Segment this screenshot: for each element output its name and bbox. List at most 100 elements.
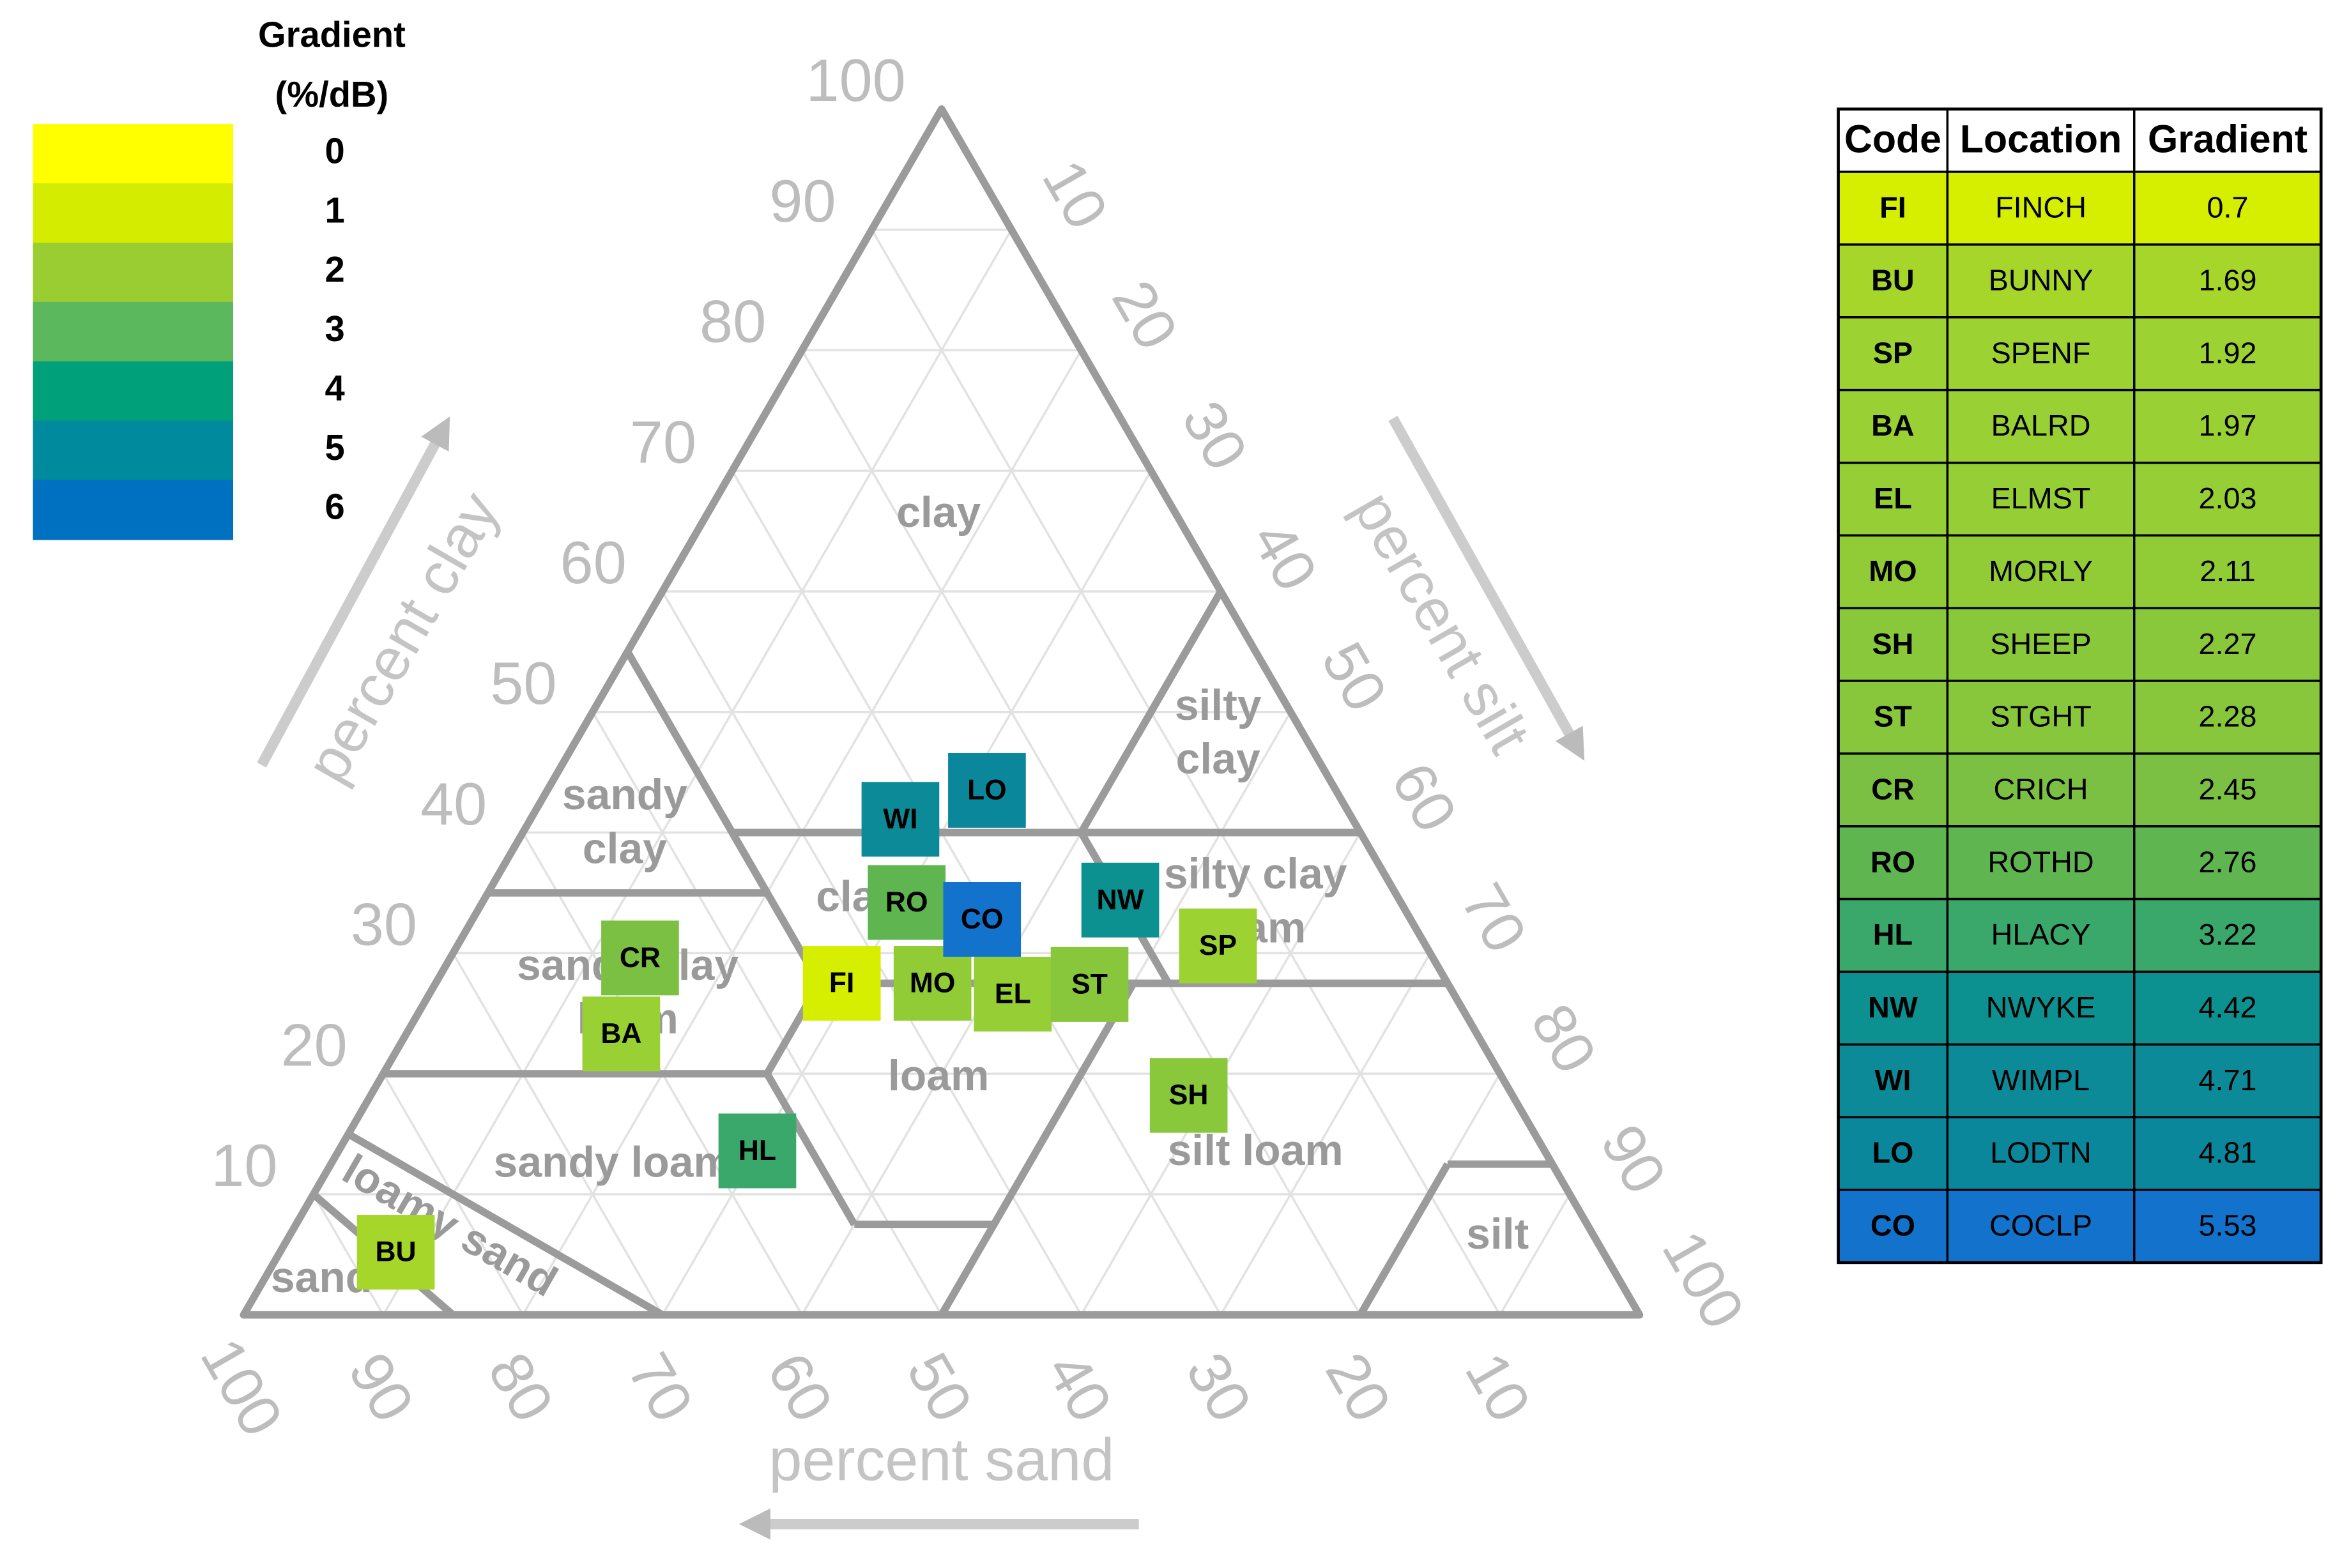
sample-label: NW [1097,884,1144,915]
table-row-bg [1838,244,2322,317]
grid-line [1499,1194,1571,1316]
table-cell: WIMPL [1992,1063,2090,1097]
table-cell: BALRD [1991,409,2091,442]
sample-marker [974,957,1052,1031]
silt-tick-label: 100 [1649,1219,1757,1339]
sample-marker [718,1113,797,1189]
legend-label: 6 [325,487,344,527]
sample-marker [948,752,1026,828]
sample-label: ST [1071,968,1108,1000]
table-cell: 4.42 [2198,991,2256,1024]
legend-swatch [33,301,234,362]
region-label: silty [1175,681,1262,729]
sample-marker [943,881,1022,957]
axis-title: percent silt [1341,480,1543,764]
legend-swatch [33,124,234,185]
grid-line [592,711,943,1316]
silt-tick-label: 30 [1169,390,1260,481]
table-row-bg [1838,1044,2322,1118]
sample-marker [893,946,972,1021]
region-boundary [1078,590,1224,835]
table-cell: BUNNY [1989,264,2093,297]
table-cell: LO [1872,1136,1913,1169]
legend-swatch [33,480,234,540]
sample-marker [356,1215,435,1290]
clay-tick-label: 100 [806,47,906,114]
table-cell: SP [1873,336,1913,369]
table-row-bg [1838,1117,2322,1190]
sand-tick-label: 80 [475,1341,567,1433]
table-cell: 4.81 [2198,1136,2256,1169]
sample-label: BU [375,1237,416,1268]
legend-label: 4 [325,368,344,408]
sample-marker [1050,947,1129,1022]
sample-label: HL [739,1135,776,1166]
region-label: sandy [562,771,687,819]
table-cell: 2.03 [2198,482,2256,515]
sample-label: CO [961,904,1004,935]
clay-tick-label: 20 [281,1011,348,1078]
table-cell: NWYKE [1986,991,2096,1024]
legend-swatch [33,361,234,422]
silt-tick-label: 90 [1588,1113,1680,1205]
table-row-bg [1838,317,2322,390]
table-row-bg [1838,172,2322,245]
silt-tick-label: 50 [1309,631,1400,722]
table-cell: BA [1871,409,1915,442]
region-label: sandy loam [494,1139,732,1187]
sample-label: EL [995,978,1031,1010]
sample-marker [861,782,940,857]
legend-label: 2 [325,249,344,289]
legend-label: 5 [325,427,344,468]
sample-label: BA [601,1018,641,1049]
table-row-bg [1838,1189,2322,1263]
table-cell: 2.28 [2198,700,2256,733]
table-cell: 2.76 [2198,845,2256,878]
region-label: sand [271,1254,372,1302]
table-header: Gradient [2148,117,2308,160]
region-label: silt loam [1168,1127,1343,1175]
sample-label: WI [883,803,917,835]
sample-marker [601,920,679,996]
table-header: Code [1844,117,1941,160]
sand-tick-label: 50 [894,1341,986,1433]
region-label: loam [888,1052,989,1100]
region-boundary [763,1072,858,1227]
clay-tick-label: 70 [630,408,696,475]
silt-tick-label: 40 [1239,510,1331,602]
sample-label: SH [1169,1079,1209,1111]
table-cell: 3.22 [2198,918,2256,951]
sample-label: RO [885,887,928,918]
sample-marker [1149,1058,1228,1133]
table-cell: ELMST [1991,482,2091,515]
sample-marker [1081,862,1160,938]
sand-tick-label: 20 [1313,1341,1404,1433]
silt-arrow [1388,416,1585,761]
table-cell: 1.69 [2198,264,2256,297]
axis-title: percent sand [769,1426,1114,1493]
table-cell: CR [1871,772,1915,805]
legend-label: 3 [325,308,344,349]
clay-tick-label: 80 [700,288,766,355]
clay-arrow [257,416,450,768]
clay-tick-label: 90 [769,167,836,234]
region-label: clay [1176,735,1260,783]
table-cell: SHEEP [1990,627,2092,660]
sample-label: CR [620,942,661,973]
table-cell: WI [1874,1063,1911,1097]
table-row-bg [1838,971,2322,1045]
legend-swatch [33,242,234,303]
legend-swatch [33,420,234,481]
table-cell: LODTN [1990,1136,2091,1169]
region-label: clay [583,825,667,872]
table-cell: 2.11 [2200,554,2256,588]
table-cell: MORLY [1989,554,2093,588]
silt-tick-label: 10 [1030,149,1121,240]
legend-swatch [33,183,234,244]
table-row-bg [1838,681,2322,754]
clay-tick-label: 50 [490,650,556,717]
sand-tick-label: 60 [754,1341,846,1433]
region-boundary [346,1130,664,1318]
sample-label: LO [967,775,1007,806]
